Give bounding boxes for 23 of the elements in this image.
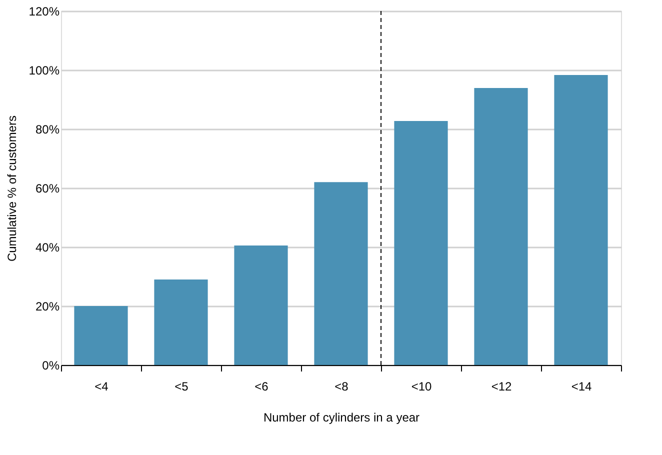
- bar: [154, 279, 208, 365]
- bar: [314, 182, 368, 365]
- y-tick-label: 0%: [42, 358, 60, 372]
- x-tick-label: <4: [94, 380, 109, 394]
- y-axis-title: Cumulative % of customers: [4, 115, 19, 262]
- x-tick-label: <14: [571, 380, 592, 394]
- x-tick-label: <5: [174, 380, 189, 394]
- x-tick-label: <10: [411, 380, 432, 394]
- bar: [554, 75, 608, 365]
- y-tick-label: 100%: [28, 64, 60, 78]
- y-tick-label: 120%: [28, 4, 60, 18]
- bar: [234, 246, 288, 365]
- y-tick-label: 60%: [35, 182, 60, 196]
- bar: [74, 306, 128, 365]
- y-tick-label: 20%: [35, 300, 60, 314]
- bar: [474, 88, 528, 365]
- x-tick-label: <6: [254, 380, 269, 394]
- x-axis-title: Number of cylinders in a year: [263, 410, 420, 424]
- x-tick-label: <8: [334, 380, 349, 394]
- y-tick-label: 40%: [35, 240, 60, 254]
- x-tick-label: <12: [491, 380, 512, 394]
- y-tick-label: 80%: [35, 122, 60, 136]
- bar: [394, 121, 448, 365]
